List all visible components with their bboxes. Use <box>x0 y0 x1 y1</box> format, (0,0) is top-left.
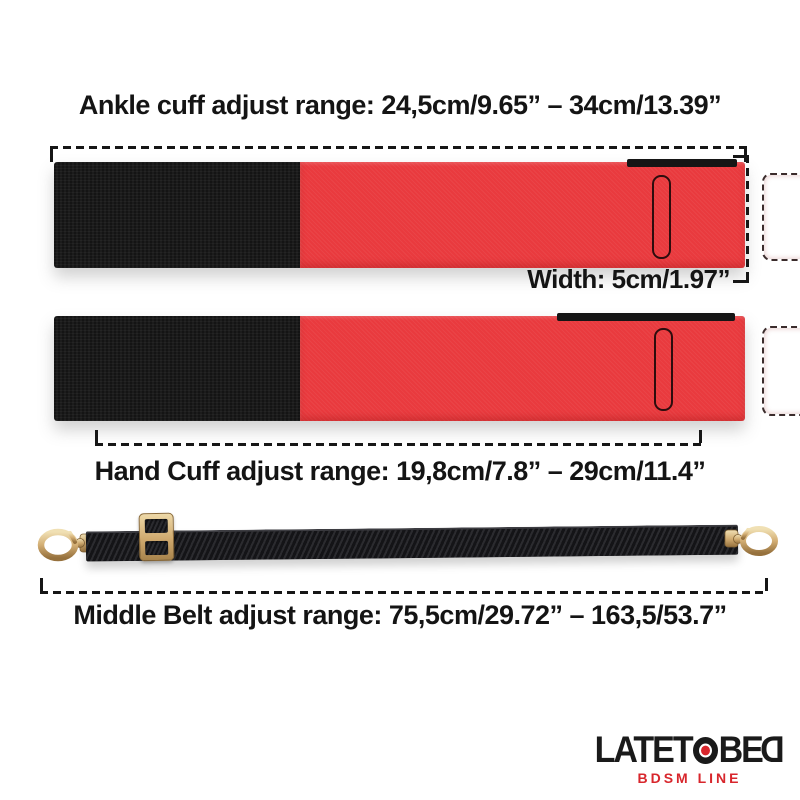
back-velcro-edge <box>557 313 735 321</box>
brand-tagline: BDSM LINE <box>637 770 742 786</box>
bracket-dashed-line <box>40 591 768 594</box>
ankle-cuff-photo <box>54 159 800 268</box>
width-measure-bracket <box>733 155 749 283</box>
bracket-dashed-line <box>50 146 747 149</box>
stitched-velcro-patch <box>762 173 800 261</box>
belt-range-label: Middle Belt adjust range: 75,5cm/29.72” … <box>73 600 727 630</box>
bracket-tick-right <box>765 578 768 591</box>
velcro-loop-pad <box>54 162 300 268</box>
stitched-velcro-patch <box>762 326 800 416</box>
brand-logo: LATET BE D BDSM LINE <box>587 729 792 786</box>
brand-text-end: D <box>761 729 785 771</box>
bracket-dashed-line <box>746 155 749 283</box>
hand-range-label: Hand Cuff adjust range: 19,8cm/7.8” – 29… <box>94 456 706 486</box>
bracket-tick-right <box>699 430 702 443</box>
bracket-tick-left <box>50 149 53 162</box>
red-neoprene-band <box>300 313 800 421</box>
brand-text-left: LATET <box>594 729 694 771</box>
right-snap-hook-icon <box>724 526 778 556</box>
back-velcro-edge <box>627 159 737 167</box>
bracket-tick-top <box>733 155 749 158</box>
ball-gag-dot-icon <box>700 745 710 755</box>
brand-wordmark: LATET BE D <box>587 729 792 771</box>
belt-measure-bracket <box>40 578 768 594</box>
bracket-dashed-line <box>95 443 702 446</box>
brand-text-mid: BE <box>718 729 764 771</box>
stitched-slot <box>652 175 671 259</box>
buckle-window <box>144 518 168 534</box>
stitched-slot <box>654 328 673 411</box>
bracket-tick-left <box>95 430 98 443</box>
buckle-window <box>145 540 169 556</box>
width-label: Width: 5cm/1.97” <box>527 264 730 294</box>
ankle-range-label: Ankle cuff adjust range: 24,5cm/9.65” – … <box>78 90 722 120</box>
hand-cuff-photo <box>54 313 800 421</box>
bracket-tick-bottom <box>733 280 749 283</box>
red-neoprene-band <box>300 159 800 268</box>
belt-webbing-strap <box>85 524 739 562</box>
velcro-loop-pad <box>54 316 300 421</box>
slide-buckle <box>138 512 175 562</box>
collar-o-icon <box>692 736 718 764</box>
hand-measure-bracket <box>95 430 702 446</box>
bracket-tick-left <box>40 578 43 591</box>
